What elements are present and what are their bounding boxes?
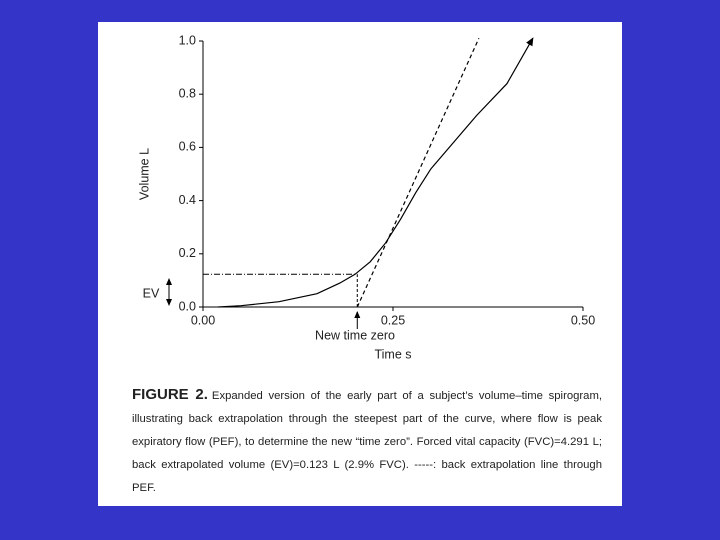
time-zero-label: New time zero [315, 328, 395, 342]
volume-curve [218, 37, 534, 308]
y-axis-label: Volume L [137, 148, 151, 200]
caption-text: Expanded version of the early part of a … [132, 390, 602, 494]
x-axis-label: Time s [374, 347, 411, 361]
y-tick-label: 0.0 [179, 299, 196, 313]
ev-label: EV [143, 286, 160, 300]
x-tick-label: 0.25 [381, 313, 405, 327]
y-tick-label: 0.6 [179, 140, 196, 154]
y-tick-label: 0.4 [179, 193, 196, 207]
x-tick-label: 0.50 [571, 313, 595, 327]
caption: FIGURE 2. Expanded version of the early p… [132, 383, 602, 500]
y-tick-label: 1.0 [179, 33, 196, 47]
figure-panel [98, 22, 622, 506]
extrapolation-line [356, 38, 480, 308]
caption-label: FIGURE 2. [132, 386, 208, 403]
y-tick-label: 0.8 [179, 86, 196, 100]
x-tick-label: 0.00 [191, 313, 215, 327]
y-tick-label: 0.2 [179, 246, 196, 260]
